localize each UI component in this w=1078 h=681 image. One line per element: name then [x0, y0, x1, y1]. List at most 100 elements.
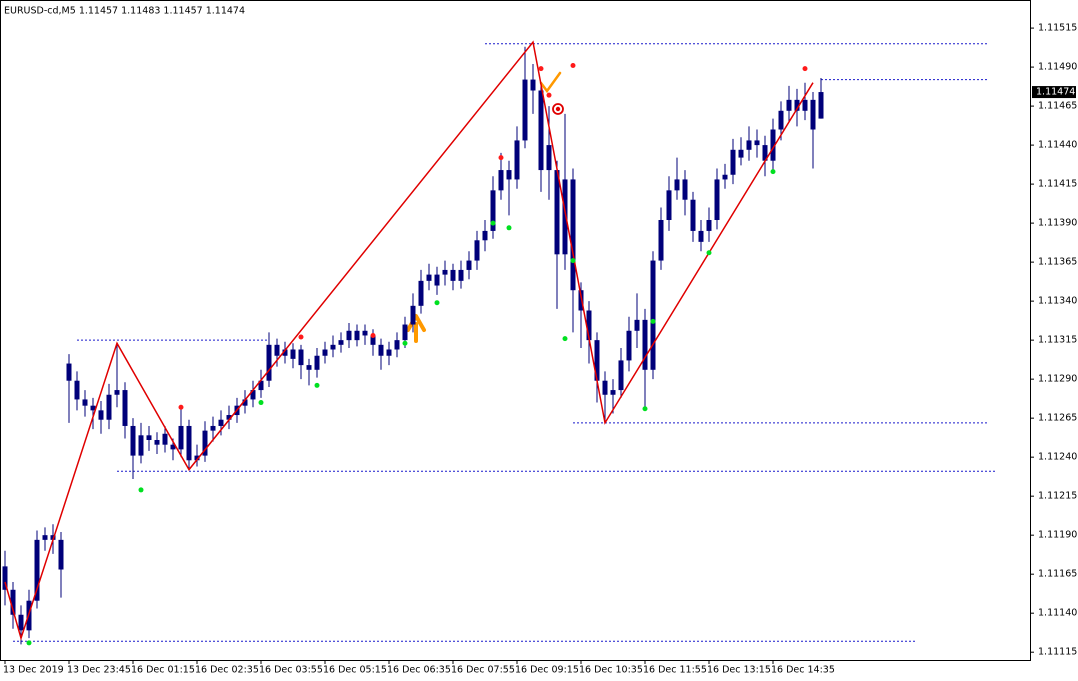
candle-body — [114, 390, 120, 395]
candle-body — [42, 535, 48, 540]
fractal-high-dot — [546, 92, 552, 98]
fractal-low-dot — [770, 169, 776, 175]
fractal-low-dot — [258, 400, 264, 406]
current-price-label: 1.11474 — [1036, 87, 1075, 98]
y-tick-label: 1.11290 — [1038, 374, 1077, 385]
y-tick-label: 1.11365 — [1038, 257, 1077, 268]
candle-body — [2, 566, 8, 590]
candle-body — [682, 179, 688, 200]
candle-body — [794, 99, 800, 111]
candle-body — [202, 430, 208, 456]
x-tick-label: 16 Dec 02:35 — [195, 665, 259, 676]
fractal-low-dot — [562, 336, 568, 342]
x-tick-label: 16 Dec 14:35 — [771, 665, 835, 676]
candle-body — [458, 269, 464, 281]
x-tick-label: 16 Dec 09:15 — [515, 665, 579, 676]
buy-arrow-icon — [406, 314, 426, 343]
fractal-high-dot — [538, 66, 544, 72]
candle-body — [786, 99, 792, 111]
x-tick-label: 16 Dec 01:15 — [131, 665, 195, 676]
candle-body — [466, 260, 472, 270]
candle-body — [722, 174, 728, 180]
fractal-low-dot — [26, 640, 32, 646]
candle-body — [290, 349, 296, 359]
candle-body — [650, 260, 656, 370]
fractal-high-dot — [802, 66, 808, 72]
candle-body — [418, 280, 424, 306]
candle-body — [306, 365, 312, 370]
y-tick-label: 1.11140 — [1038, 608, 1077, 619]
candle-body — [58, 539, 64, 570]
candle-body — [122, 390, 128, 426]
y-tick-label: 1.11190 — [1038, 530, 1077, 541]
x-tick-label: 13 Dec 2019 — [3, 665, 64, 676]
fractal-high-dot — [370, 332, 376, 338]
candle-body — [130, 425, 136, 456]
candle-body — [330, 344, 336, 350]
candle-body — [74, 380, 80, 400]
y-tick-label: 1.11465 — [1038, 101, 1077, 112]
x-tick-label: 16 Dec 10:35 — [579, 665, 643, 676]
candle-body — [578, 290, 584, 311]
candle-body — [666, 190, 672, 220]
fractal-low-dot — [314, 382, 320, 388]
candle-body — [690, 199, 696, 231]
candle-body — [250, 390, 256, 400]
candle-body — [170, 444, 176, 450]
candle-body — [522, 79, 528, 141]
candle-body — [642, 319, 648, 370]
candle-body — [634, 319, 640, 331]
fractal-low-dot — [506, 225, 512, 231]
candle-body — [674, 179, 680, 191]
y-tick-label: 1.11240 — [1038, 452, 1077, 463]
candle-body — [554, 170, 560, 255]
candle-body — [370, 335, 376, 345]
candle-body — [714, 179, 720, 220]
candle-body — [546, 145, 552, 171]
candle-body — [226, 415, 232, 420]
candle-body — [802, 99, 808, 111]
fractal-high-dot — [498, 155, 504, 161]
candle-body — [242, 399, 248, 406]
candle-body — [562, 179, 568, 255]
candle-body — [730, 149, 736, 175]
x-tick-label: 16 Dec 06:35 — [387, 665, 451, 676]
candle-body — [626, 330, 632, 361]
candle-body — [538, 90, 544, 171]
candle-body — [378, 344, 384, 356]
candle-body — [506, 170, 512, 180]
x-tick-label: 16 Dec 13:15 — [707, 665, 771, 676]
candle-body — [818, 92, 824, 119]
y-tick-label: 1.11515 — [1038, 23, 1077, 34]
candle-body — [706, 220, 712, 231]
candle-body — [266, 344, 272, 381]
candle-body — [658, 220, 664, 261]
candle-body — [426, 274, 432, 281]
candle-body — [746, 140, 752, 150]
candle-body — [498, 170, 504, 191]
candle-body — [602, 380, 608, 395]
candle-body — [314, 355, 320, 370]
x-tick-label: 16 Dec 07:55 — [451, 665, 515, 676]
fractal-high-dot — [298, 334, 304, 340]
y-tick-label: 1.11315 — [1038, 335, 1077, 346]
y-tick-label: 1.11340 — [1038, 296, 1077, 307]
candle-body — [138, 435, 144, 456]
candle-body — [586, 310, 592, 341]
y-tick-label: 1.11215 — [1038, 491, 1077, 502]
target-icon — [552, 103, 564, 115]
candle-body — [178, 425, 184, 450]
candle-body — [490, 190, 496, 231]
candle-body — [402, 324, 408, 341]
candle-body — [594, 340, 600, 381]
candle-body — [146, 435, 152, 440]
y-tick-label: 1.11165 — [1038, 569, 1077, 580]
candle-body — [514, 140, 520, 180]
candle-body — [98, 410, 104, 420]
candle-body — [90, 405, 96, 411]
candle-body — [10, 589, 16, 615]
candle-body — [394, 340, 400, 350]
candle-body — [186, 425, 192, 461]
candle-body — [362, 330, 368, 336]
y-tick-label: 1.11440 — [1038, 140, 1077, 151]
